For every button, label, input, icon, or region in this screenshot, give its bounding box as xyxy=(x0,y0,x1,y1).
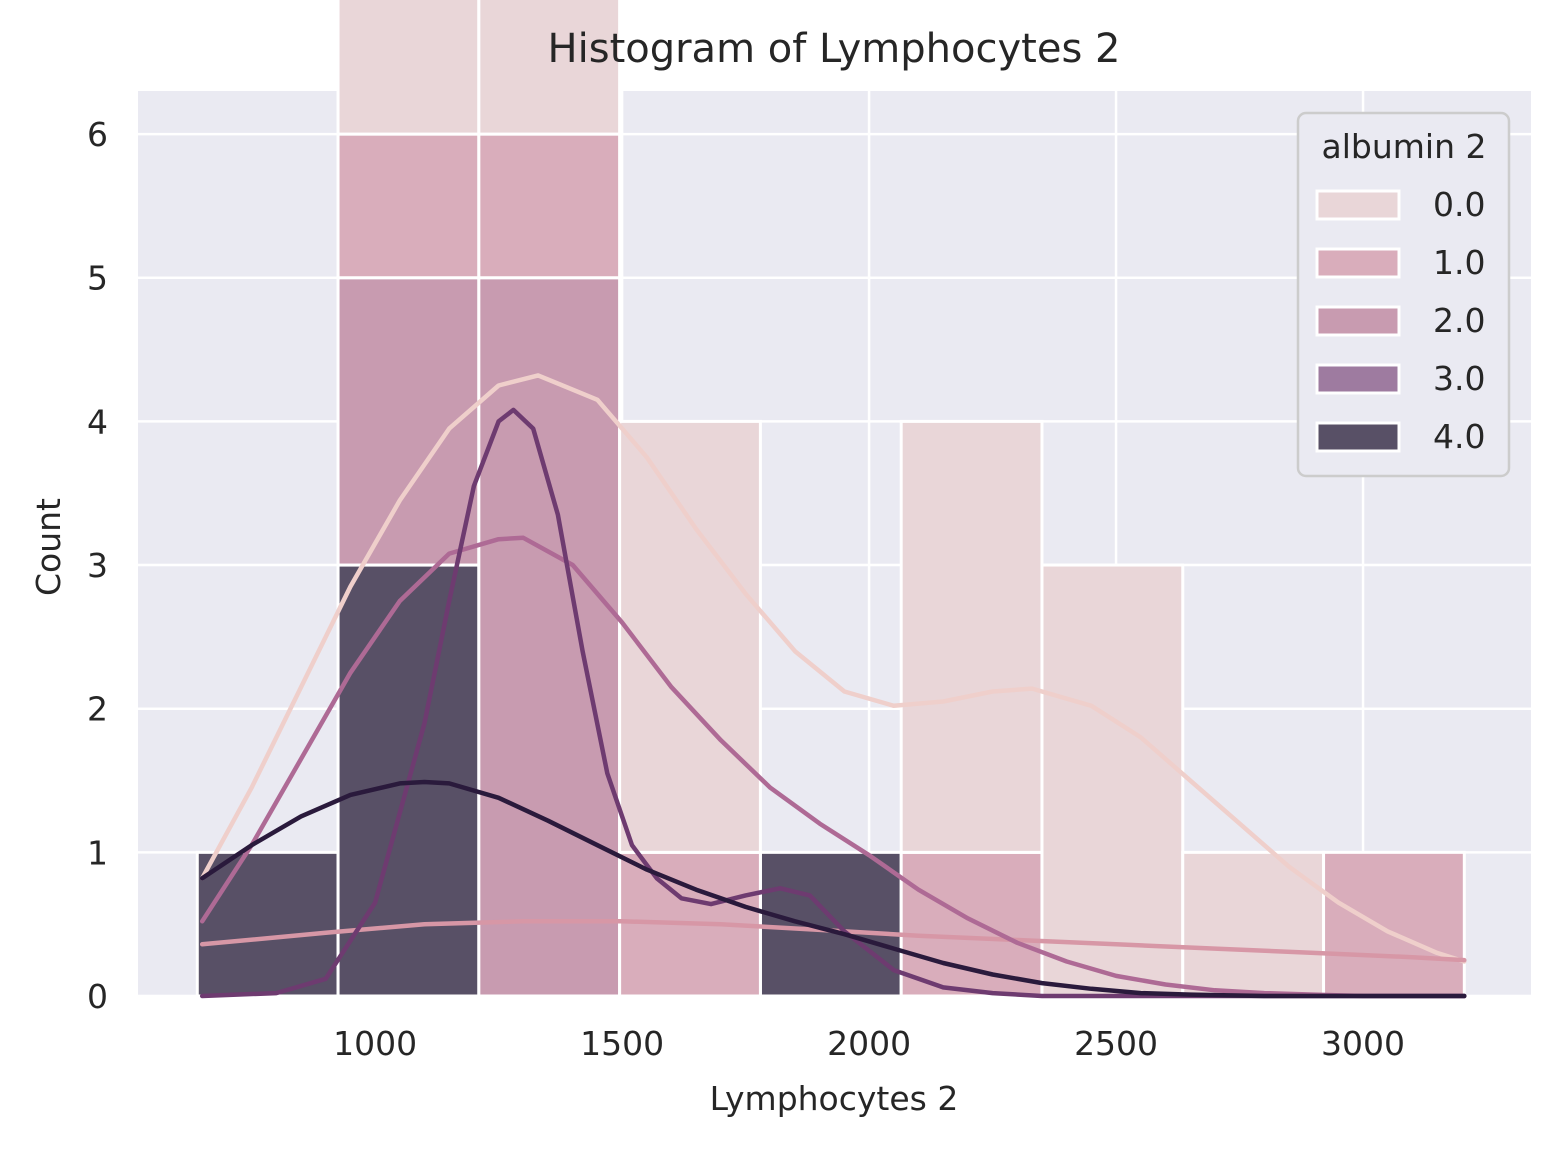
kde-line-2.0 xyxy=(199,535,1467,999)
bar-1.0-bin-5 xyxy=(899,850,1044,998)
legend-swatch-1.0 xyxy=(1315,247,1401,279)
x-axis-label: Lymphocytes 2 xyxy=(710,1079,959,1118)
bar-1.0-bin-2 xyxy=(477,132,622,280)
bar-1.0-bin-1 xyxy=(336,132,481,280)
bar-4.0-bin-4 xyxy=(758,850,903,998)
x-tick-label-1: 1500 xyxy=(580,1024,664,1063)
bar-0.0-bin-1 xyxy=(336,0,481,136)
chart-title: Histogram of Lymphocytes 2 xyxy=(548,26,1121,72)
legend-label-1.0: 1.0 xyxy=(1433,243,1485,282)
bar-0.0-bin-3 xyxy=(618,419,762,854)
y-tick-label-5: 5 xyxy=(87,259,108,298)
y-tick-label-2: 2 xyxy=(87,690,108,729)
legend-label-4.0: 4.0 xyxy=(1433,417,1485,456)
kde-line-1.0 xyxy=(199,919,1467,963)
legend-swatch-2.0 xyxy=(1315,305,1401,337)
bar-0.0-bin-5 xyxy=(899,419,1044,854)
bar-0.0-bin-2 xyxy=(477,0,622,136)
legend[interactable]: albumin 2 0.0 1.0 2.0 3.0 4.0 xyxy=(1296,111,1511,478)
y-tick-label-4: 4 xyxy=(87,402,108,441)
y-axis-label: Count xyxy=(29,498,68,596)
x-tick-label-4: 3000 xyxy=(1321,1024,1405,1063)
legend-label-2.0: 2.0 xyxy=(1433,301,1485,340)
legend-swatch-0.0 xyxy=(1315,189,1401,221)
kde-curves xyxy=(199,373,1467,999)
kde-line-3.0 xyxy=(199,407,1467,999)
y-tick-label-3: 3 xyxy=(87,546,108,585)
x-tick-label-0: 1000 xyxy=(333,1024,417,1063)
y-tick-label-0: 0 xyxy=(87,977,108,1016)
bar-4.0-bin-0 xyxy=(195,850,340,998)
y-axis-ticks: 0 1 2 3 4 5 6 xyxy=(87,115,108,1016)
x-tick-label-2: 2000 xyxy=(827,1024,911,1063)
kde-line-0.0 xyxy=(199,373,1467,964)
legend-items: 0.0 1.0 2.0 3.0 4.0 xyxy=(1315,185,1485,456)
y-tick-label-6: 6 xyxy=(87,115,108,154)
x-tick-label-3: 2500 xyxy=(1074,1024,1158,1063)
legend-title: albumin 2 xyxy=(1322,127,1487,166)
bar-1.0-bin-8 xyxy=(1322,850,1466,998)
legend-swatch-3.0 xyxy=(1315,363,1401,395)
legend-label-0.0: 0.0 xyxy=(1433,185,1485,224)
y-tick-label-1: 1 xyxy=(87,833,108,872)
legend-label-3.0: 3.0 xyxy=(1433,359,1485,398)
x-axis-ticks: 1000 1500 2000 2500 3000 xyxy=(333,1024,1405,1063)
kde-line-4.0 xyxy=(199,779,1467,999)
legend-swatch-4.0 xyxy=(1315,421,1401,453)
bar-0.0-bin-6 xyxy=(1040,563,1185,998)
